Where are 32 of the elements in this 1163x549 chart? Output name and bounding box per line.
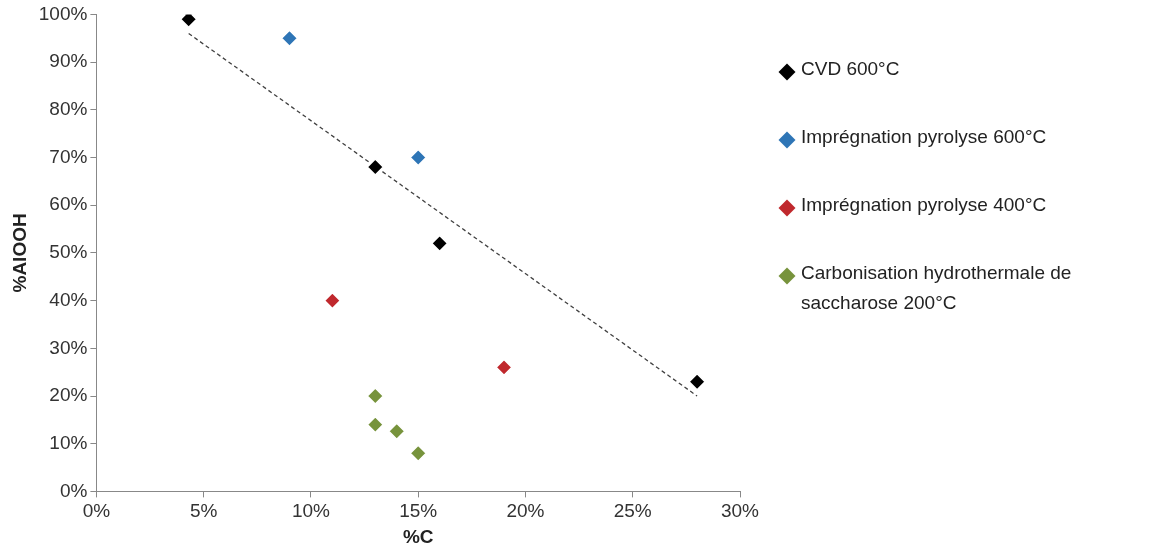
x-tick-label: 30% xyxy=(720,500,760,522)
x-tick-label: 0% xyxy=(82,500,111,522)
point xyxy=(430,234,449,253)
y-axis-title: %AlOOH xyxy=(8,213,30,293)
x-tick-label: 25% xyxy=(613,500,652,522)
y-tick-label: 80% xyxy=(49,98,88,120)
y-tick-label: 20% xyxy=(49,384,88,406)
point xyxy=(409,148,427,167)
legend-label: CVD 600°C xyxy=(801,57,900,81)
y-tick-label: 10% xyxy=(49,431,88,453)
y-tick-label: 0% xyxy=(59,479,88,501)
legend-label: Carbonisation hydrothermale de saccharose 200°C xyxy=(801,261,1073,315)
legend-label: Imprégnation pyrolyse 400°C xyxy=(801,193,1047,217)
y-tick-label: 50% xyxy=(49,241,88,263)
x-axis-title: %C xyxy=(402,525,434,547)
y-tick-label: 90% xyxy=(49,50,88,72)
point xyxy=(387,422,406,441)
point xyxy=(409,444,427,462)
x-tick-label: 20% xyxy=(506,500,545,522)
y-tick-label: 30% xyxy=(49,336,88,358)
y-tick-label: 100% xyxy=(38,2,88,24)
point xyxy=(179,14,198,28)
point xyxy=(280,29,299,47)
point xyxy=(366,158,385,176)
y-tick-label: 40% xyxy=(49,288,88,310)
point xyxy=(366,387,385,405)
x-tick-label: 10% xyxy=(291,500,331,522)
legend-label: Imprégnation pyrolyse 600°C xyxy=(801,125,1047,149)
y-tick-label: 70% xyxy=(49,145,88,167)
y-tick-label: 60% xyxy=(49,193,88,215)
x-tick-label: 15% xyxy=(399,500,438,522)
x-tick-label: 5% xyxy=(189,500,218,522)
